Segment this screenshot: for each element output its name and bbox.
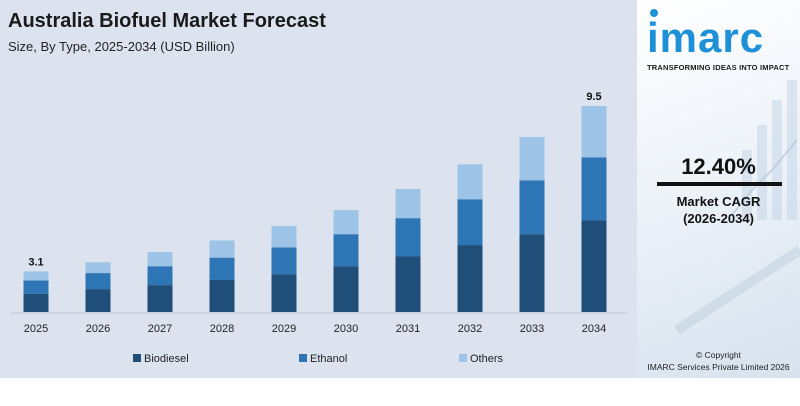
- logo-tagline: TRANSFORMING IDEAS INTO IMPACT: [647, 63, 790, 72]
- bar-segment: [581, 220, 607, 312]
- bar-segment: [457, 199, 483, 246]
- bar-segment: [209, 257, 235, 280]
- legend-swatch: [459, 354, 467, 362]
- cagr-label: Market CAGR: [676, 194, 761, 209]
- bar-segment: [271, 226, 297, 248]
- bar-segment: [457, 245, 483, 312]
- total-data-label: 9.5: [586, 91, 601, 103]
- chart-subtitle: Size, By Type, 2025-2034 (USD Billion): [8, 39, 235, 54]
- bar-segment: [519, 136, 545, 181]
- x-tick-label: 2033: [520, 323, 544, 335]
- bar-segment: [147, 285, 173, 312]
- bar-segment: [147, 266, 173, 286]
- x-tick-label: 2030: [334, 323, 358, 335]
- copyright-line-1: © Copyright: [695, 350, 741, 360]
- x-tick-label: 2031: [396, 323, 420, 335]
- x-tick-label: 2028: [210, 323, 234, 335]
- bar-segment: [395, 188, 421, 219]
- legend-swatch: [299, 354, 307, 362]
- bar-segment: [85, 289, 111, 312]
- bar-segment: [209, 240, 235, 258]
- legend-swatch: [133, 354, 141, 362]
- legend-label: Ethanol: [310, 353, 347, 365]
- cagr-divider: [657, 182, 782, 186]
- x-tick-label: 2026: [86, 323, 110, 335]
- x-tick-label: 2032: [458, 323, 482, 335]
- copyright-block: © Copyright IMARC Services Private Limit…: [637, 349, 800, 373]
- cagr-value: 12.40%: [681, 154, 756, 179]
- x-tick-label: 2029: [272, 323, 296, 335]
- x-tick-label: 2034: [582, 323, 606, 335]
- bar-segment: [519, 234, 545, 312]
- bar-segment: [333, 210, 359, 235]
- bar-segment: [581, 157, 607, 221]
- bar-segment: [333, 234, 359, 267]
- bar-segment: [395, 218, 421, 257]
- total-data-label: 3.1: [28, 256, 43, 268]
- bar-segment: [23, 280, 49, 294]
- bar-segment: [457, 164, 483, 200]
- bar-segment: [23, 271, 49, 281]
- chart-title: Australia Biofuel Market Forecast: [8, 10, 326, 32]
- bar-segment: [271, 274, 297, 312]
- legend-label: Others: [470, 353, 504, 365]
- imarc-logo: imarc: [647, 14, 765, 61]
- legend-label: Biodiesel: [144, 353, 189, 365]
- chart-panel: 2025 3.1 2026 2027 2028 2029 2030 2031 2032 2033 2…: [0, 0, 637, 378]
- bar-segment: [333, 266, 359, 312]
- bar-segment: [147, 251, 173, 267]
- bar-segment: [395, 256, 421, 312]
- bar-segment: [85, 262, 111, 274]
- bar-segment: [519, 180, 545, 235]
- stacked-bar-chart: 2025 3.1 2026 2027 2028 2029 2030 2031 2032 2033 2…: [10, 91, 627, 365]
- bar-segment: [271, 247, 297, 275]
- copyright-line-2: IMARC Services Private Limited 2026: [647, 362, 790, 372]
- cagr-period: (2026-2034): [683, 211, 754, 226]
- bar-segment: [85, 273, 111, 290]
- brand-panel: imarc TRANSFORMING IDEAS INTO IMPACT 12.…: [637, 0, 800, 378]
- logo-dot-icon: [650, 9, 658, 17]
- x-tick-label: 2025: [24, 323, 48, 335]
- bar-segment: [23, 293, 49, 312]
- bar-segment: [581, 106, 607, 158]
- cagr-label-block: Market CAGR (2026-2034): [637, 193, 800, 227]
- x-tick-label: 2027: [148, 323, 172, 335]
- bar-segment: [209, 279, 235, 312]
